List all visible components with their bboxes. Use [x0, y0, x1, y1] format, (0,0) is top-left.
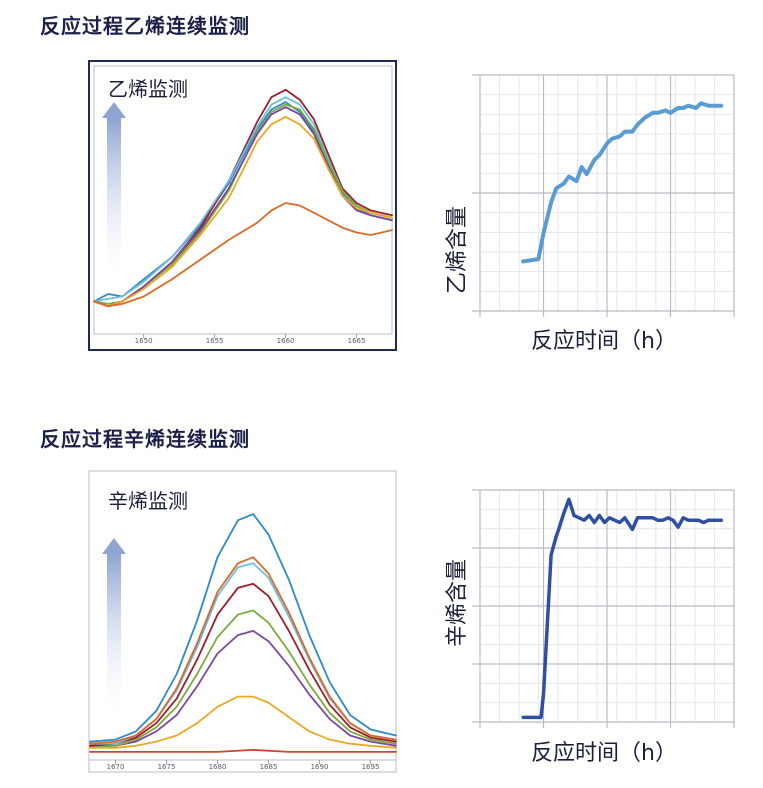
ethylene-content-chart: 乙烯含量 反应时间（h）: [445, 74, 735, 354]
x-tick-label: 1650: [135, 337, 153, 345]
octene-spectrum-chart: 辛烯监测 1670 1675 1680 1685 1690 1695: [88, 470, 397, 773]
octene-spectrum-series-8: [89, 513, 397, 743]
spectrum-lines: [89, 513, 397, 753]
octene-spectrum-series-4: [89, 609, 397, 747]
y-axis-label: 乙烯含量: [445, 206, 470, 294]
section-title-octene: 反应过程辛烯连续监测: [40, 427, 250, 451]
x-tick-label: 1660: [277, 337, 295, 345]
grid: [472, 489, 735, 728]
chart-label: 辛烯监测: [108, 489, 188, 513]
x-tick-label: 1695: [362, 763, 380, 771]
x-tick-labels: 1650 1655 1660 1665: [135, 334, 366, 345]
octene-content-chart: 辛烯含量 反应时间（h）: [445, 489, 735, 766]
ethylene-spectrum-series-6: [93, 116, 393, 308]
ethylene-spectrum-chart: 乙烯监测 1650 1655 1660 1665: [88, 60, 397, 351]
upward-arrow-icon: [102, 102, 126, 288]
x-tick-labels: 1670 1675 1680 1685 1690 1695: [107, 760, 380, 771]
spectrum-lines: [93, 88, 393, 308]
octene-spectrum-series-7: [89, 556, 397, 745]
x-tick-label: 1685: [260, 763, 278, 771]
x-axis-label: 反应时间（h）: [531, 329, 677, 354]
ethylene-spectrum-series-7: [93, 202, 393, 308]
octene-spectrum-series-2: [89, 695, 397, 749]
upward-arrow-icon: [102, 538, 126, 724]
content-line: [521, 497, 724, 720]
ethylene-content-series-1: [521, 101, 724, 264]
octene-spectrum-series-5: [89, 582, 397, 747]
octene-spectrum-series-1: [89, 748, 397, 753]
x-axis-label: 反应时间（h）: [531, 741, 677, 766]
ethylene-spectrum-series-1: [93, 101, 393, 303]
x-tick-label: 1655: [206, 337, 224, 345]
grid: [472, 74, 735, 317]
octene-content-series-1: [521, 497, 724, 720]
x-tick-label: 1690: [311, 763, 329, 771]
octene-spectrum-series-3: [89, 629, 397, 747]
x-tick-label: 1670: [107, 763, 125, 771]
x-tick-label: 1665: [348, 337, 366, 345]
section-title-ethylene: 反应过程乙烯连续监测: [40, 14, 250, 38]
chart-label: 乙烯监测: [108, 77, 188, 101]
x-tick-label: 1680: [209, 763, 227, 771]
content-line: [521, 101, 724, 264]
x-tick-label: 1675: [158, 763, 176, 771]
y-axis-label: 辛烯含量: [445, 559, 470, 647]
